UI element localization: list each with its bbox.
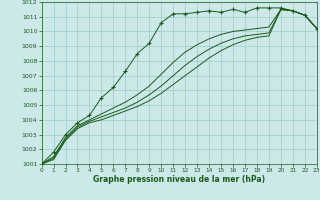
X-axis label: Graphe pression niveau de la mer (hPa): Graphe pression niveau de la mer (hPa) [93,175,265,184]
